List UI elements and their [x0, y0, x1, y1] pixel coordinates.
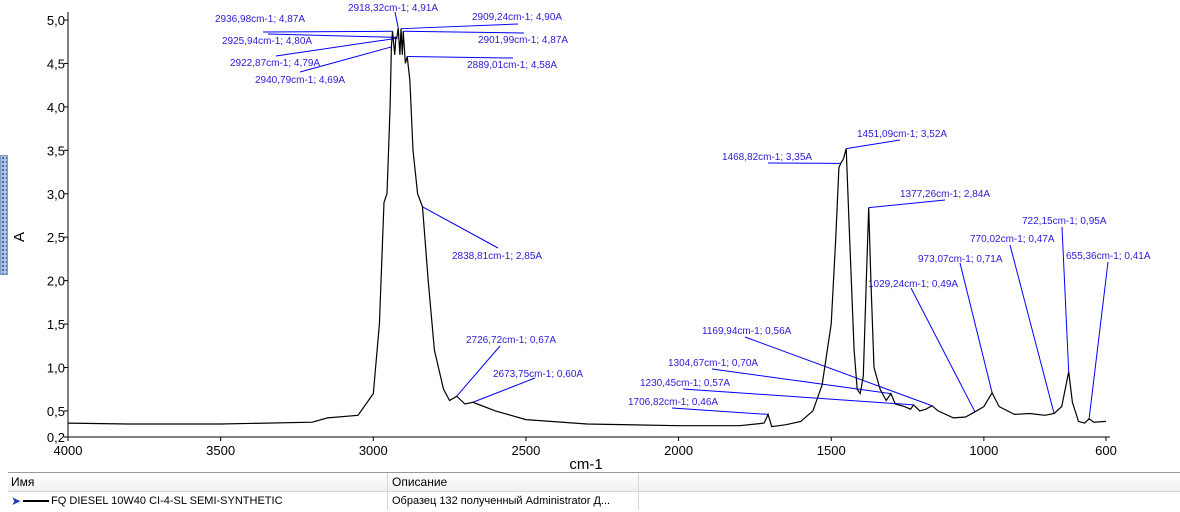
y-tick-label: 1,5 — [47, 317, 65, 332]
x-tick-label: 1000 — [969, 443, 998, 458]
peak-leader-line — [395, 12, 398, 28]
y-tick-label: 3,0 — [47, 187, 65, 202]
y-tick-label: 0,5 — [47, 404, 65, 419]
x-axis-label: cm-1 — [569, 456, 602, 472]
peak-leader-line — [1062, 227, 1069, 372]
peak-label: 2726,72cm-1; 0,67A — [466, 335, 556, 346]
peak-label: 1451,09cm-1; 3,52A — [857, 129, 947, 140]
x-tick-label: 2000 — [664, 443, 693, 458]
peak-label: 2936,98cm-1; 4,87A — [215, 14, 305, 25]
y-tick-label: 4,5 — [47, 56, 65, 71]
peak-label: 1377,26cm-1; 2,84A — [900, 189, 990, 200]
peak-label: 2918,32cm-1; 4,91A — [348, 3, 438, 14]
column-header-name[interactable]: Имя — [8, 473, 388, 491]
peak-leader-line — [401, 24, 518, 29]
peak-leader-line — [403, 31, 524, 33]
peak-label: 655,36cm-1; 0,41A — [1066, 251, 1151, 262]
selected-row-arrow-icon: ➤ — [11, 492, 21, 510]
peak-label: 770,02cm-1; 0,47A — [970, 234, 1055, 245]
peak-leader-line — [911, 288, 975, 412]
peak-leader-line — [672, 408, 768, 414]
x-tick-label: 1500 — [817, 443, 846, 458]
peak-label: 973,07cm-1; 0,71A — [918, 254, 1003, 265]
peak-label: 722,15cm-1; 0,95A — [1022, 216, 1107, 227]
peak-label: 2909,24cm-1; 4,90A — [472, 12, 562, 23]
peak-label: 2838,81cm-1; 2,85A — [452, 251, 542, 262]
column-header-description[interactable]: Описание — [388, 473, 639, 491]
peak-leader-line — [846, 140, 900, 149]
peak-leader-line — [712, 369, 891, 394]
peak-leader-line — [869, 200, 945, 208]
peak-label: 2901,99cm-1; 4,87A — [478, 35, 568, 46]
peak-leader-line — [423, 207, 498, 248]
y-tick-label: 4,0 — [47, 100, 65, 115]
x-tick-label: 3000 — [359, 443, 388, 458]
table-header: Имя Описание — [8, 473, 1180, 492]
spectrum-description: Образец 132 полученный Administrator Д..… — [388, 492, 639, 510]
x-tick-label: 2500 — [511, 443, 540, 458]
spectrum-line — [68, 28, 1106, 427]
peak-label: 1304,67cm-1; 0,70A — [668, 358, 758, 369]
peak-label: 1169,94cm-1; 0,56A — [702, 326, 792, 337]
y-tick-label: 2,0 — [47, 274, 65, 289]
peak-label: 2925,94cm-1; 4,80A — [222, 36, 312, 47]
peak-leader-line — [473, 378, 535, 402]
peak-label: 1230,45cm-1; 0,57A — [640, 378, 730, 389]
x-tick-label: 3500 — [206, 443, 235, 458]
peak-leader-line — [1089, 262, 1108, 419]
x-tick-label: 4000 — [54, 443, 83, 458]
peak-label: 2940,79cm-1; 4,69A — [255, 75, 345, 86]
y-axis-label: A — [11, 232, 28, 242]
x-tick-label: 600 — [1095, 443, 1117, 458]
peak-label: 1468,82cm-1; 3,35A — [722, 152, 812, 163]
peak-label: 2673,75cm-1; 0,60A — [493, 369, 583, 380]
table-row[interactable]: ➤ FQ DIESEL 10W40 CI-4-SL SEMI-SYNTHETIC… — [8, 492, 1180, 510]
spectra-table: Имя Описание ➤ FQ DIESEL 10W40 CI-4-SL S… — [8, 472, 1180, 512]
peak-leader-line — [960, 263, 992, 393]
peak-leader-line — [407, 56, 513, 58]
peak-label: 2922,87cm-1; 4,79A — [230, 58, 320, 69]
peak-label: 1029,24cm-1; 0,49A — [868, 279, 958, 290]
peak-leader-line — [263, 31, 393, 32]
peak-leader-line — [1010, 245, 1054, 414]
y-tick-label: 3,5 — [47, 143, 65, 158]
y-tick-label: 2,5 — [47, 230, 65, 245]
peak-label: 1706,82cm-1; 0,46A — [628, 397, 718, 408]
peak-label: 2889,01cm-1; 4,58A — [467, 60, 557, 71]
spectrum-name: FQ DIESEL 10W40 CI-4-SL SEMI-SYNTHETIC — [51, 492, 282, 510]
y-tick-label: 1,0 — [47, 361, 65, 376]
y-tick-label: 5,0 — [47, 13, 65, 28]
series-color-line-icon — [23, 500, 49, 502]
